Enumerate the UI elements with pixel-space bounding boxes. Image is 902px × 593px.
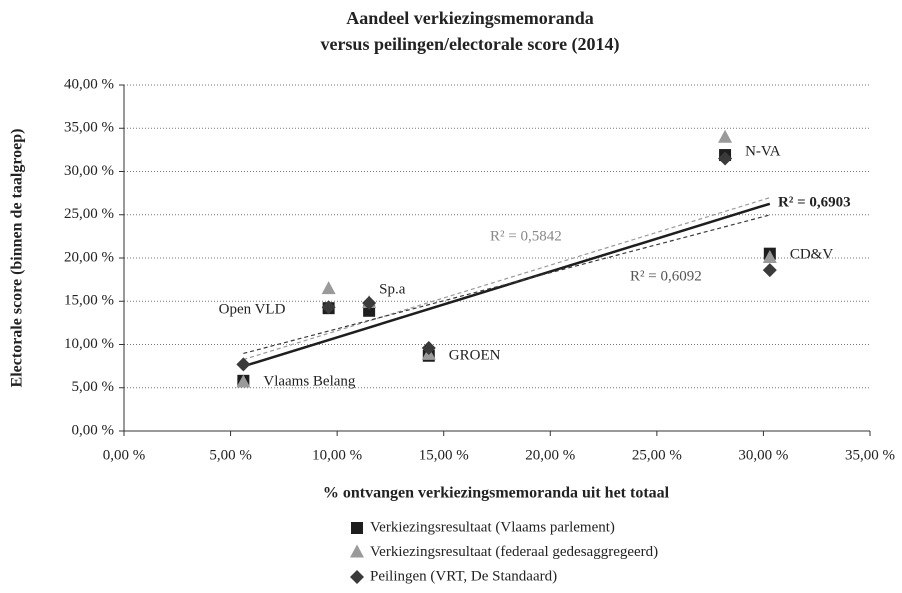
y-tick-label: 40,00 % xyxy=(64,76,114,92)
x-tick-label: 10,00 % xyxy=(312,447,362,463)
y-axis-title: Electorale score (binnen de taalgroep) xyxy=(9,129,26,388)
y-tick-label: 10,00 % xyxy=(64,336,114,352)
x-axis-title: % ontvangen verkiezingsmemoranda uit het… xyxy=(323,485,670,502)
point xyxy=(718,129,733,143)
chart-title: Aandeel verkiezingsmemoranda xyxy=(346,8,593,28)
y-tick-label: 30,00 % xyxy=(64,163,114,179)
x-tick-label: 5,00 % xyxy=(209,447,252,463)
point-label: CD&V xyxy=(790,246,834,262)
x-tick-label: 35,00 % xyxy=(845,447,895,463)
legend-marker xyxy=(350,570,364,584)
point xyxy=(762,250,777,263)
legend-marker xyxy=(351,522,363,534)
point-label: Vlaams Belang xyxy=(263,373,356,389)
r2-label: R² = 0,5842 xyxy=(490,228,562,244)
point xyxy=(762,263,777,278)
x-tick-label: 0,00 % xyxy=(103,447,146,463)
point-label: Sp.a xyxy=(379,281,406,297)
point xyxy=(321,281,336,295)
legend-label: Verkiezingsresultaat (Vlaams parlement) xyxy=(370,519,615,535)
trendline xyxy=(242,202,771,368)
legend-label: Verkiezingsresultaat (federaal gedesaggr… xyxy=(370,544,658,560)
x-tick-label: 15,00 % xyxy=(419,447,469,463)
point-label: Open VLD xyxy=(219,301,286,317)
point xyxy=(321,300,336,315)
legend-label: Peilingen (VRT, De Standaard) xyxy=(370,568,557,584)
y-tick-label: 0,00 % xyxy=(72,422,115,438)
point xyxy=(718,151,733,166)
x-tick-label: 30,00 % xyxy=(738,447,788,463)
point xyxy=(236,357,251,372)
y-tick-label: 15,00 % xyxy=(64,293,114,309)
point xyxy=(362,295,377,310)
chart-subtitle: versus peilingen/electorale score (2014) xyxy=(320,34,619,55)
point-label: GROEN xyxy=(449,347,501,363)
x-tick-label: 25,00 % xyxy=(632,447,682,463)
y-tick-label: 5,00 % xyxy=(72,379,115,395)
y-tick-label: 25,00 % xyxy=(64,206,114,222)
r2-label: R² = 0,6903 xyxy=(778,194,851,210)
trendline xyxy=(243,197,770,361)
point xyxy=(421,340,436,355)
x-tick-label: 20,00 % xyxy=(525,447,575,463)
y-tick-label: 35,00 % xyxy=(64,120,114,136)
point-label: N-VA xyxy=(745,143,781,159)
y-tick-label: 20,00 % xyxy=(64,249,114,265)
legend-marker xyxy=(350,544,364,558)
point xyxy=(236,374,251,388)
r2-label: R² = 0,6092 xyxy=(630,268,702,284)
